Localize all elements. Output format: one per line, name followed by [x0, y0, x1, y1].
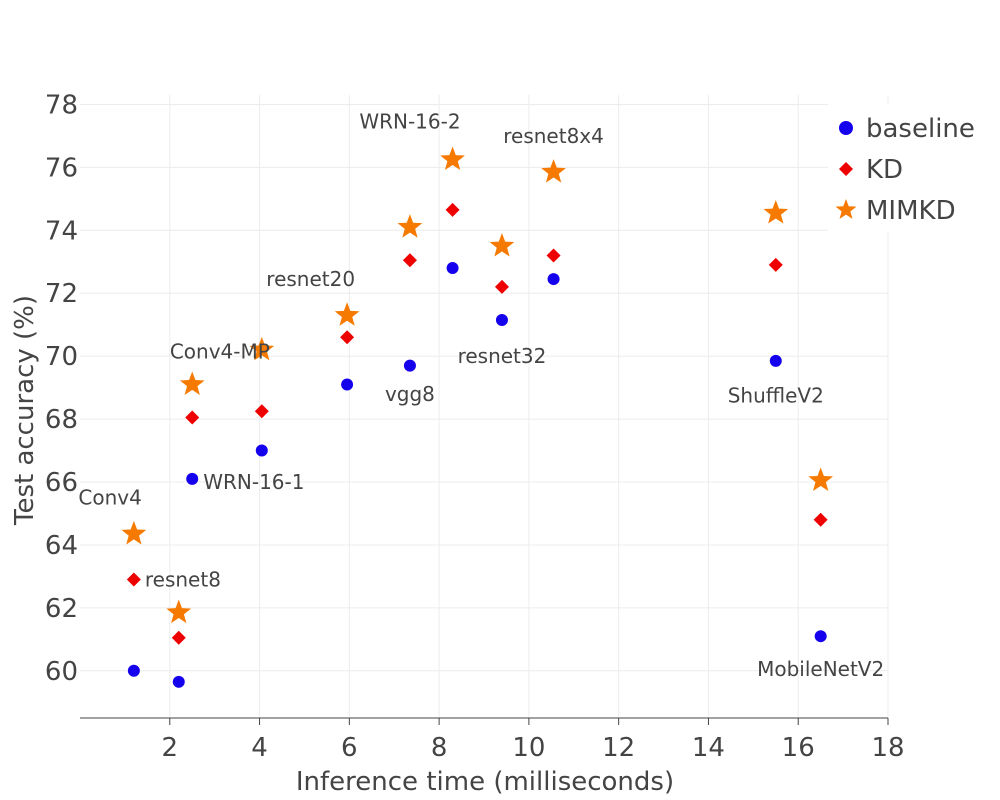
series-baseline: [127, 262, 827, 688]
y-tick-label: 76: [45, 153, 78, 183]
annotation-conv4-mp: Conv4-MP: [170, 339, 270, 363]
baseline-point-resnet8: [172, 675, 185, 688]
annotation-resnet8x4: resnet8x4: [503, 124, 604, 148]
y-tick-label: 64: [45, 531, 78, 561]
mimkd-point-resnet32: [489, 233, 515, 257]
kd-point-conv4: [126, 572, 141, 587]
series-mimkd: [121, 146, 834, 624]
mimkd-point-resnet20: [334, 302, 360, 326]
x-tick-label: 18: [871, 733, 904, 763]
kd-point-resnet8: [171, 630, 186, 645]
annotation-vgg8: vgg8: [385, 382, 435, 406]
kd-point-shufflev2: [768, 257, 783, 272]
kd-point-wrn-16-1: [185, 410, 200, 425]
baseline-point-wrn-16-2: [446, 262, 459, 275]
legend-marker-baseline: [839, 121, 853, 135]
y-tick-label: 70: [45, 342, 78, 372]
y-tick-label: 66: [45, 468, 78, 498]
kd-point-resnet8x4: [546, 248, 561, 263]
y-tick-label: 68: [45, 405, 78, 435]
y-tick-label: 60: [45, 657, 78, 687]
mimkd-point-conv4-mp: [249, 336, 275, 361]
legend-label-mimkd: MIMKD: [866, 196, 956, 226]
y-tick-label: 78: [45, 90, 78, 120]
annotation-mobilenetv2: MobileNetV2: [757, 657, 884, 681]
legend-label-baseline: baseline: [866, 114, 975, 144]
x-tick-label: 16: [782, 733, 815, 763]
mimkd-point-resnet8: [166, 599, 192, 624]
kd-point-vgg8: [402, 253, 417, 268]
baseline-point-mobilenetv2: [814, 630, 827, 643]
y-tick-label: 72: [45, 279, 78, 309]
x-tick-label: 14: [692, 733, 725, 763]
kd-point-conv4-mp: [254, 404, 269, 419]
annotation-conv4: Conv4: [78, 486, 141, 510]
annotation-resnet20: resnet20: [266, 267, 355, 291]
kd-point-resnet20: [340, 330, 355, 345]
annotation-shufflev2: ShuffleV2: [728, 383, 824, 407]
x-tick-label: 6: [341, 733, 358, 763]
series-kd: [126, 202, 828, 645]
annotation-wrn-16-2: WRN-16-2: [359, 110, 460, 134]
mimkd-point-conv4: [121, 520, 147, 545]
mimkd-point-wrn-16-1: [179, 371, 205, 395]
x-tick-label: 4: [251, 733, 268, 763]
data-marks: [121, 146, 834, 688]
kd-point-mobilenetv2: [813, 512, 828, 527]
x-tick-label: 8: [431, 733, 448, 763]
mimkd-point-vgg8: [397, 214, 423, 238]
x-tick-label: 12: [602, 733, 635, 763]
y-tick-label: 74: [45, 216, 78, 246]
legend-marker-mimkd: [835, 199, 857, 219]
mimkd-point-shufflev2: [763, 199, 789, 224]
x-axis-title: Inference time (milliseconds): [296, 767, 674, 797]
kd-point-resnet32: [494, 279, 509, 294]
annotations: WRN-16-2 resnet8x4 resnet20 Conv4-MP resnet3…: [78, 110, 884, 681]
grid: [80, 95, 889, 718]
baseline-point-wrn-16-1: [186, 472, 199, 485]
baseline-point-resnet8x4: [547, 273, 560, 286]
baseline-point-resnet32: [495, 313, 508, 326]
kd-point-wrn-16-2: [445, 202, 460, 217]
annotation-resnet32: resnet32: [458, 344, 547, 368]
x-tick-label: 10: [512, 733, 545, 763]
legend: baseline KD MIMKD: [828, 103, 1000, 233]
legend-label-kd: KD: [866, 155, 903, 185]
baseline-point-resnet20: [341, 378, 354, 391]
baseline-point-vgg8: [403, 359, 416, 372]
x-tick-label: 2: [162, 733, 179, 763]
y-axis-title: Test accuracy (%): [10, 295, 40, 526]
baseline-point-conv4-mp: [255, 444, 268, 457]
baseline-point-conv4: [127, 664, 140, 677]
y-tick-label: 62: [45, 594, 78, 624]
legend-marker-kd: [839, 162, 853, 176]
mimkd-point-resnet8x4: [541, 159, 566, 183]
mimkd-point-mobilenetv2: [808, 467, 834, 491]
mimkd-point-wrn-16-2: [440, 146, 465, 171]
annotation-resnet8: resnet8: [145, 568, 221, 592]
annotation-wrn-16-1: WRN-16-1: [203, 470, 304, 494]
baseline-point-shufflev2: [769, 354, 782, 367]
